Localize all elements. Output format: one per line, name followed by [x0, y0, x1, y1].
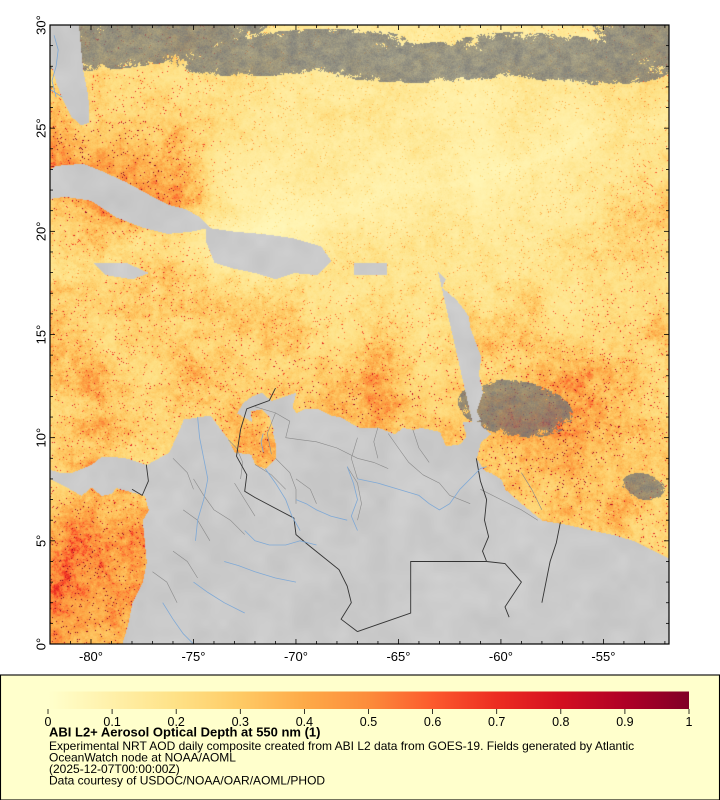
svg-text:ABI L2+ Aerosol Optical Depth: ABI L2+ Aerosol Optical Depth at 550 nm …: [49, 725, 321, 740]
svg-text:-80°: -80°: [79, 649, 103, 664]
svg-text:-70°: -70°: [284, 649, 308, 664]
svg-text:20°: 20°: [33, 221, 48, 241]
svg-text:10°: 10°: [33, 428, 48, 448]
svg-text:-65°: -65°: [386, 649, 410, 664]
svg-text:5°: 5°: [33, 535, 48, 547]
svg-text:-55°: -55°: [591, 649, 615, 664]
svg-text:0.5: 0.5: [360, 715, 377, 729]
svg-text:30°: 30°: [33, 15, 48, 35]
svg-text:-75°: -75°: [181, 649, 205, 664]
svg-text:0.9: 0.9: [616, 715, 633, 729]
svg-text:15°: 15°: [33, 325, 48, 345]
svg-text:0°: 0°: [33, 638, 48, 650]
svg-text:Data courtesy of USDOC/NOAA/OA: Data courtesy of USDOC/NOAA/OAR/AOML/PHO…: [49, 774, 325, 788]
svg-text:-60°: -60°: [489, 649, 513, 664]
svg-text:0.7: 0.7: [488, 715, 505, 729]
svg-text:25°: 25°: [33, 118, 48, 138]
svg-text:0.6: 0.6: [424, 715, 441, 729]
svg-text:0.8: 0.8: [552, 715, 569, 729]
svg-text:1: 1: [686, 715, 693, 729]
